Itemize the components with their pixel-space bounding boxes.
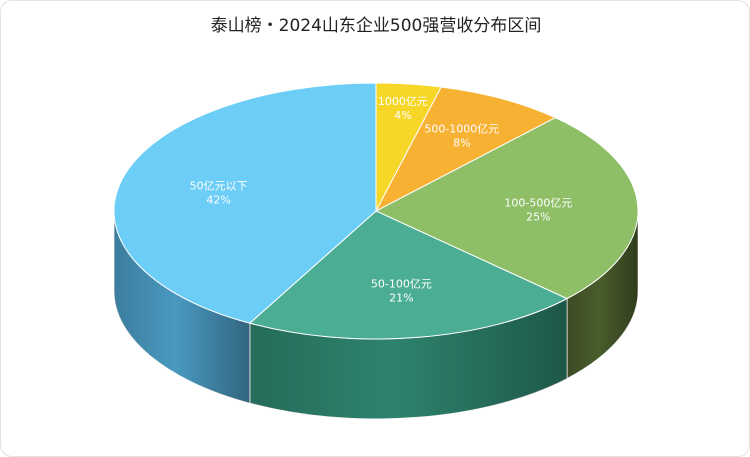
pie-side-shade-4 (113, 211, 250, 404)
pie-side-shade-2 (566, 211, 638, 379)
pie-slice-2[interactable] (374, 117, 639, 300)
pie-top (113, 82, 639, 340)
slice-value-3: 21% (389, 291, 413, 304)
slice-value-1: 8% (453, 137, 470, 150)
pie-slice-1[interactable] (374, 86, 557, 213)
slice-value-0: 4% (394, 109, 411, 122)
pie-side-shade-3 (249, 298, 567, 420)
slice-label-4: 50亿元以下 (190, 179, 248, 192)
slice-value-2: 25% (526, 211, 550, 224)
slice-value-4: 42% (206, 193, 230, 206)
slice-label-3: 50-100亿元 (371, 277, 432, 290)
slice-label-0: 1000亿元 (378, 95, 428, 108)
pie-sides (113, 210, 639, 420)
pie-slice-3[interactable] (248, 210, 569, 340)
chart-title: 泰山榜・2024山东企业500强营收分布区间 (210, 16, 542, 36)
slice-label-1: 500-1000亿元 (424, 123, 499, 136)
pie-slice-4[interactable] (113, 82, 377, 324)
slice-label-2: 100-500亿元 (504, 197, 572, 210)
